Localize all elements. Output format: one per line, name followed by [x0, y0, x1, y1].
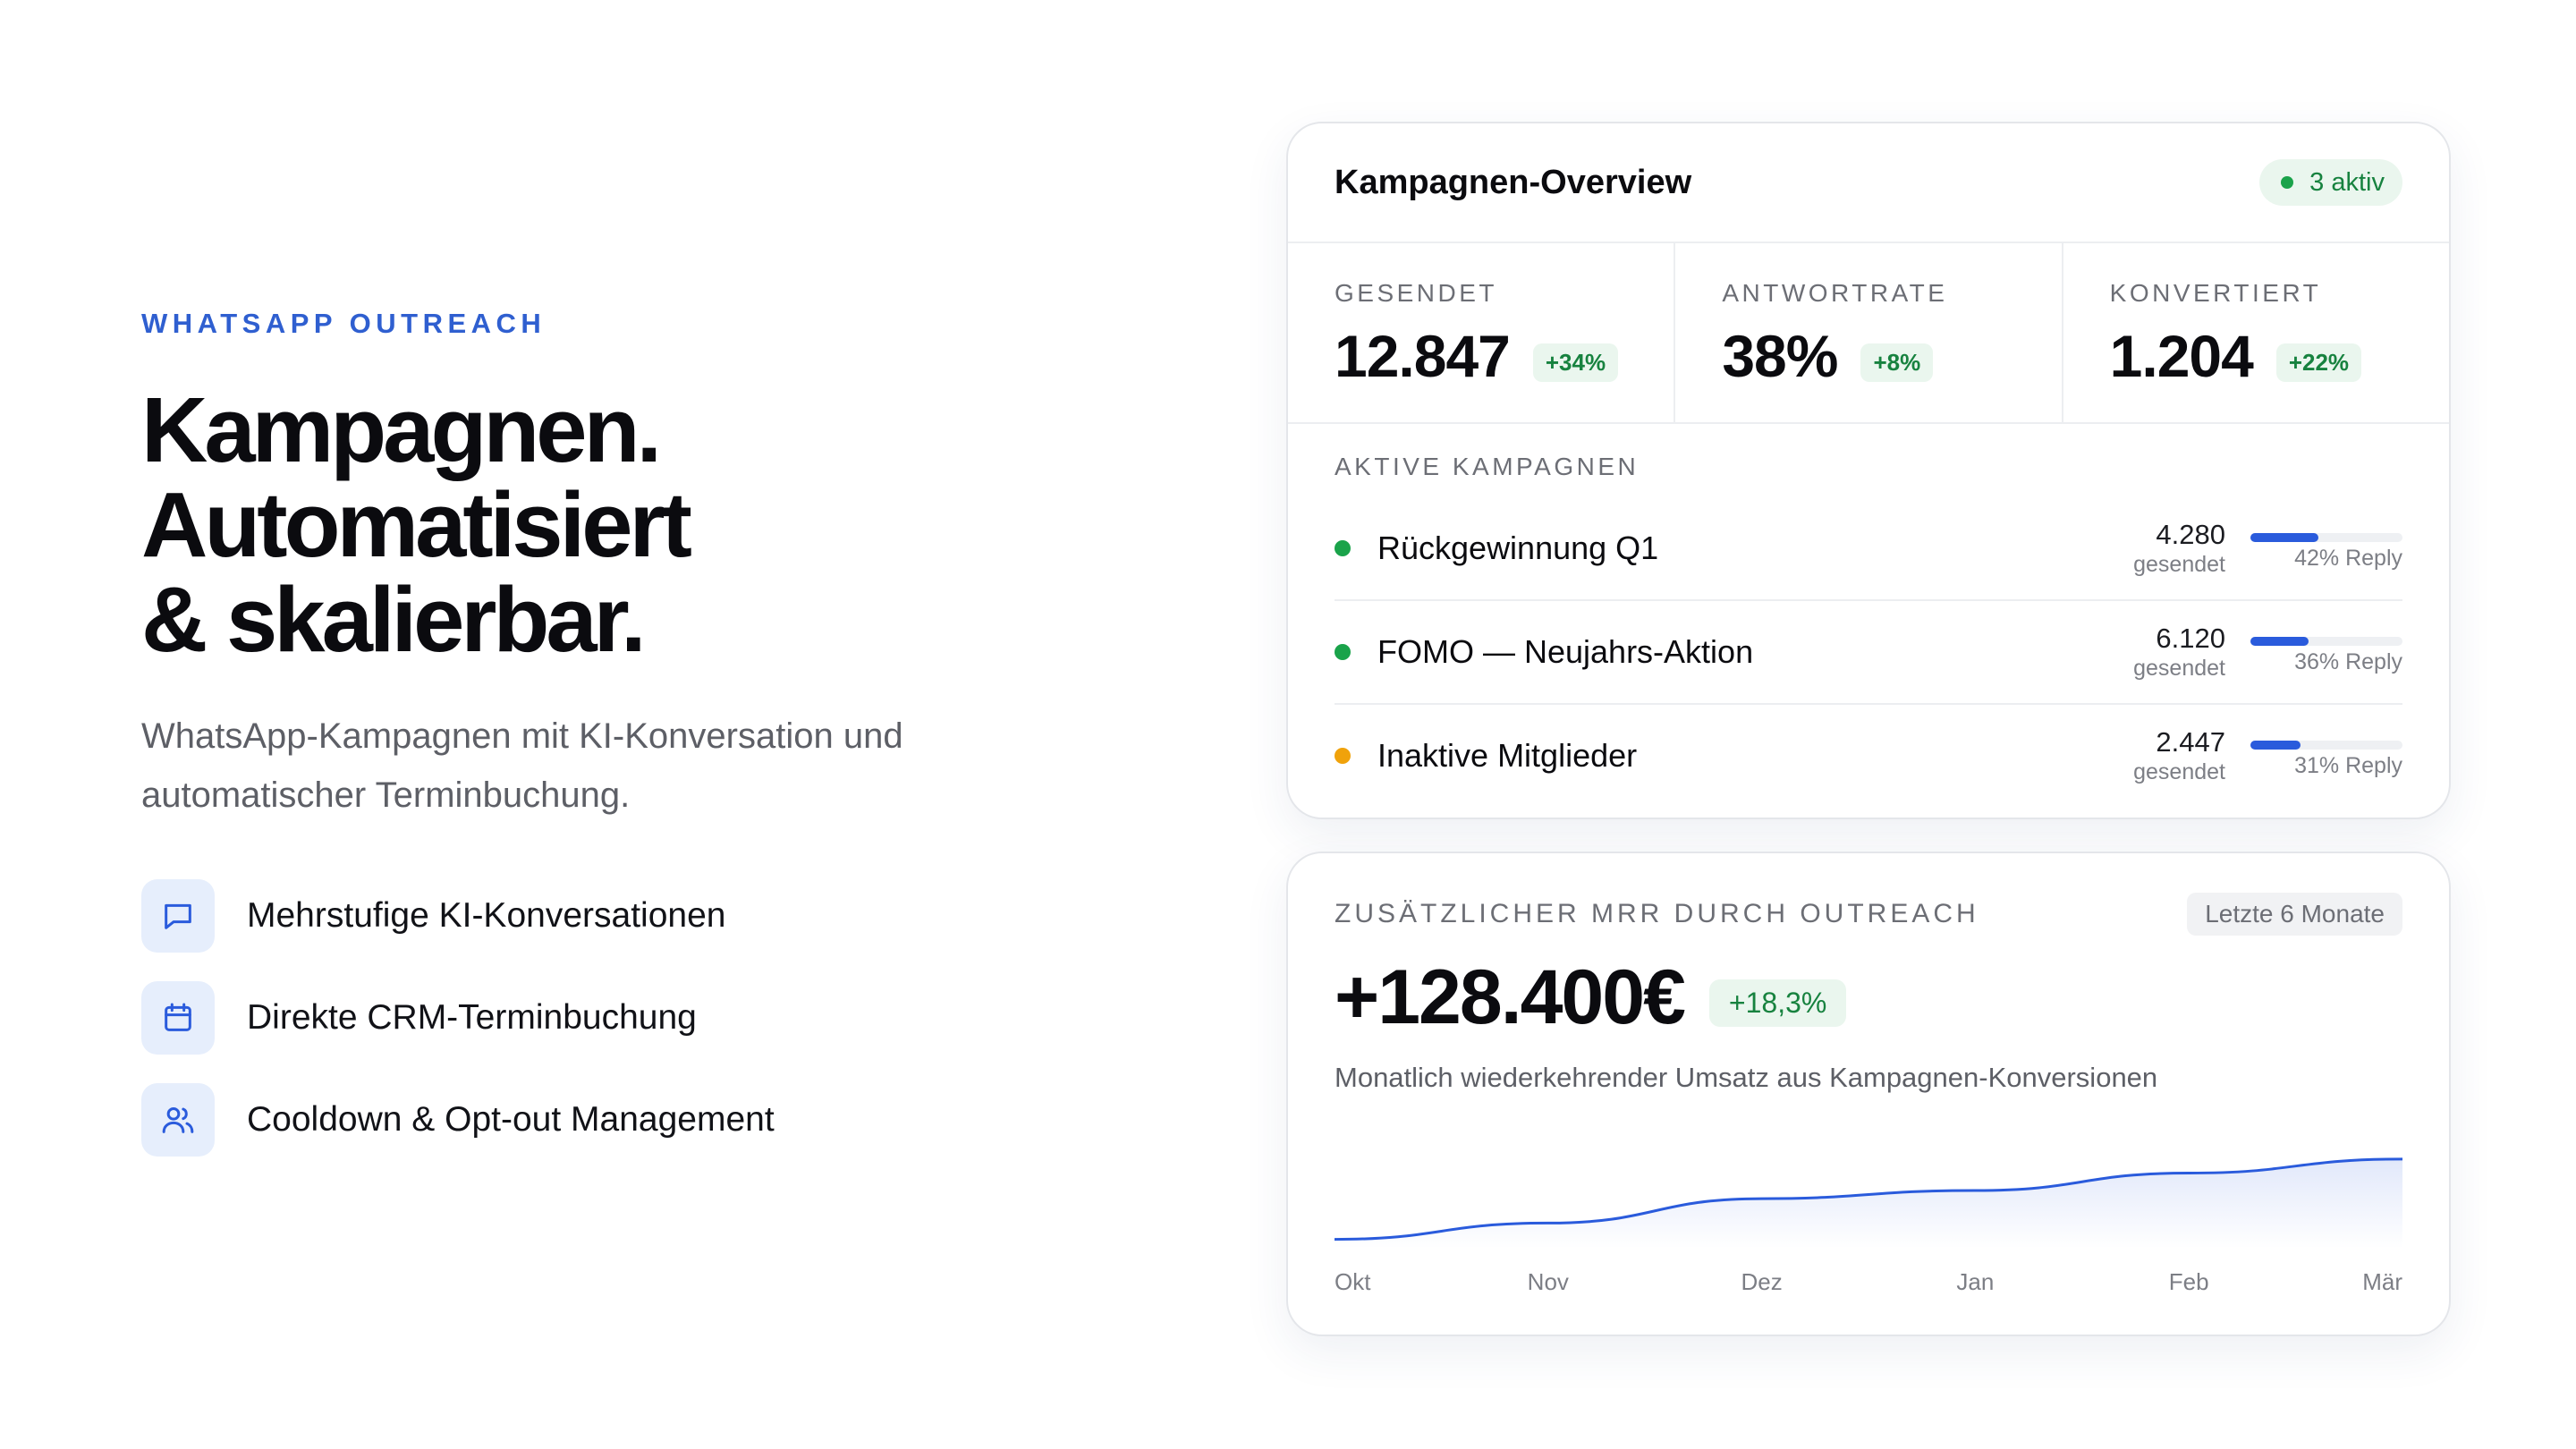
headline-line-2: Automatisiert	[141, 473, 692, 576]
stat-label: GESENDET	[1335, 279, 1498, 307]
mrr-chart-svg	[1335, 1157, 2402, 1249]
reply-rate-label: 31% Reply	[2294, 753, 2402, 778]
campaign-name: Rückgewinnung Q1	[1377, 530, 1659, 566]
campaign-sent-label: gesendet	[2133, 656, 2225, 681]
users-icon	[141, 1083, 215, 1157]
campaign-row[interactable]: FOMO — Neujahrs-Aktion 6.120 gesendet 36…	[1335, 601, 2402, 705]
reply-progress: 31% Reply	[2250, 733, 2402, 778]
period-selector[interactable]: Letzte 6 Monate	[2187, 893, 2402, 936]
campaign-count: 4.280	[2156, 519, 2225, 550]
reply-progress-fill	[2250, 533, 2319, 542]
stat-sent: GESENDET 12.847 +34%	[1288, 243, 1676, 422]
section-label: AKTIVE KAMPAGNEN	[1335, 453, 1640, 480]
mrr-label: ZUSÄTZLICHER MRR DURCH OUTREACH	[1335, 899, 1979, 928]
calendar-icon	[141, 981, 215, 1055]
stat-value: 1.204	[2109, 323, 2254, 389]
hero-subtitle: WhatsApp-Kampagnen mit KI-Konversation u…	[141, 716, 903, 815]
campaign-overview-card: Kampagnen-Overview 3 aktiv GESENDET 12.8…	[1286, 122, 2451, 819]
reply-progress-fill	[2250, 637, 2309, 646]
x-axis-labels: Okt Nov Dez Jan Feb Mär	[1335, 1268, 2402, 1299]
stat-reply-rate: ANTWORTRATE 38% +8%	[1675, 243, 2063, 422]
reply-progress-track	[2250, 637, 2402, 646]
chat-bubble-icon	[141, 879, 215, 953]
reply-progress-track	[2250, 533, 2402, 542]
x-axis-tick-label: Nov	[1527, 1268, 1569, 1295]
stat-label: KONVERTIERT	[2109, 279, 2322, 307]
campaign-row[interactable]: Rückgewinnung Q1 4.280 gesendet 42% Repl…	[1335, 497, 2402, 601]
campaign-name: FOMO — Neujahrs-Aktion	[1377, 633, 1754, 670]
reply-progress-fill	[2250, 741, 2301, 750]
headline-line-1: Kampagnen.	[141, 378, 662, 481]
campaign-count-block: 4.280 gesendet	[2100, 519, 2225, 578]
chart-series-line	[1335, 1157, 2402, 1241]
mrr-card: ZUSÄTZLICHER MRR DURCH OUTREACH Letzte 6…	[1286, 852, 2451, 1336]
card-title: Kampagnen-Overview	[1335, 163, 1692, 201]
feature-label: Mehrstufige KI-Konversationen	[247, 896, 726, 935]
stat-delta-badge: +34%	[1532, 343, 1619, 382]
feature-item: Cooldown & Opt-out Management	[141, 1082, 775, 1157]
campaign-count-block: 6.120 gesendet	[2100, 623, 2225, 682]
mrr-value: +128.400€	[1335, 954, 1686, 1040]
x-axis-tick-label: Mär	[2362, 1268, 2402, 1295]
reply-progress: 42% Reply	[2250, 526, 2402, 571]
campaign-count: 6.120	[2156, 623, 2225, 654]
campaign-name: Inaktive Mitglieder	[1377, 737, 1638, 774]
headline-line-3: & skalierbar.	[141, 568, 647, 671]
feature-item: Mehrstufige KI-Konversationen	[141, 878, 775, 953]
status-dot-icon	[1335, 644, 1351, 660]
mrr-description: Monatlich wiederkehrender Umsatz aus Kam…	[1335, 1062, 2158, 1093]
feature-label: Cooldown & Opt-out Management	[247, 1100, 775, 1139]
stat-delta-badge: +8%	[1860, 343, 1934, 382]
reply-progress-track	[2250, 741, 2402, 750]
campaign-row[interactable]: Inaktive Mitglieder 2.447 gesendet 31% R…	[1335, 705, 2402, 807]
x-axis-tick-label: Okt	[1335, 1268, 1371, 1295]
stat-converted: KONVERTIERT 1.204 +22%	[2063, 243, 2449, 422]
active-count: 3 aktiv	[2309, 167, 2385, 197]
card-header: Kampagnen-Overview 3 aktiv	[1288, 123, 2449, 243]
x-axis-tick-label: Feb	[2168, 1268, 2209, 1295]
campaign-sent-label: gesendet	[2133, 552, 2225, 577]
stat-label: ANTWORTRATE	[1722, 279, 1948, 307]
stat-value: 12.847	[1335, 323, 1511, 389]
stat-delta-badge: +22%	[2275, 343, 2362, 382]
stats-row: GESENDET 12.847 +34% ANTWORTRATE 38% +8%…	[1288, 243, 2449, 424]
mrr-chart: Okt Nov Dez Jan Feb Mär	[1335, 1123, 2402, 1311]
eyebrow-label: WHATSAPP OUTREACH	[141, 308, 547, 339]
feature-item: Direkte CRM-Terminbuchung	[141, 980, 775, 1055]
active-status-badge: 3 aktiv	[2259, 159, 2402, 206]
campaign-sent-label: gesendet	[2133, 759, 2225, 784]
stat-value: 38%	[1722, 323, 1838, 389]
mrr-delta-badge: +18,3%	[1708, 979, 1847, 1027]
feature-list: Mehrstufige KI-Konversationen Direkte CR…	[141, 878, 775, 1184]
status-dot-icon	[2281, 176, 2294, 189]
headline: Kampagnen. Automatisiert & skalierbar.	[141, 378, 692, 671]
status-dot-icon	[1335, 748, 1351, 764]
campaign-count-block: 2.447 gesendet	[2100, 726, 2225, 785]
status-dot-icon	[1335, 540, 1351, 556]
reply-rate-label: 36% Reply	[2294, 649, 2402, 674]
reply-rate-label: 42% Reply	[2294, 546, 2402, 571]
campaign-count: 2.447	[2156, 726, 2225, 758]
chart-area-fill	[1335, 1158, 2402, 1249]
x-axis-tick-label: Jan	[1956, 1268, 1995, 1295]
campaign-list: Rückgewinnung Q1 4.280 gesendet 42% Repl…	[1288, 497, 2449, 807]
feature-label: Direkte CRM-Terminbuchung	[247, 998, 697, 1037]
reply-progress: 36% Reply	[2250, 630, 2402, 674]
x-axis-tick-label: Dez	[1741, 1268, 1783, 1295]
